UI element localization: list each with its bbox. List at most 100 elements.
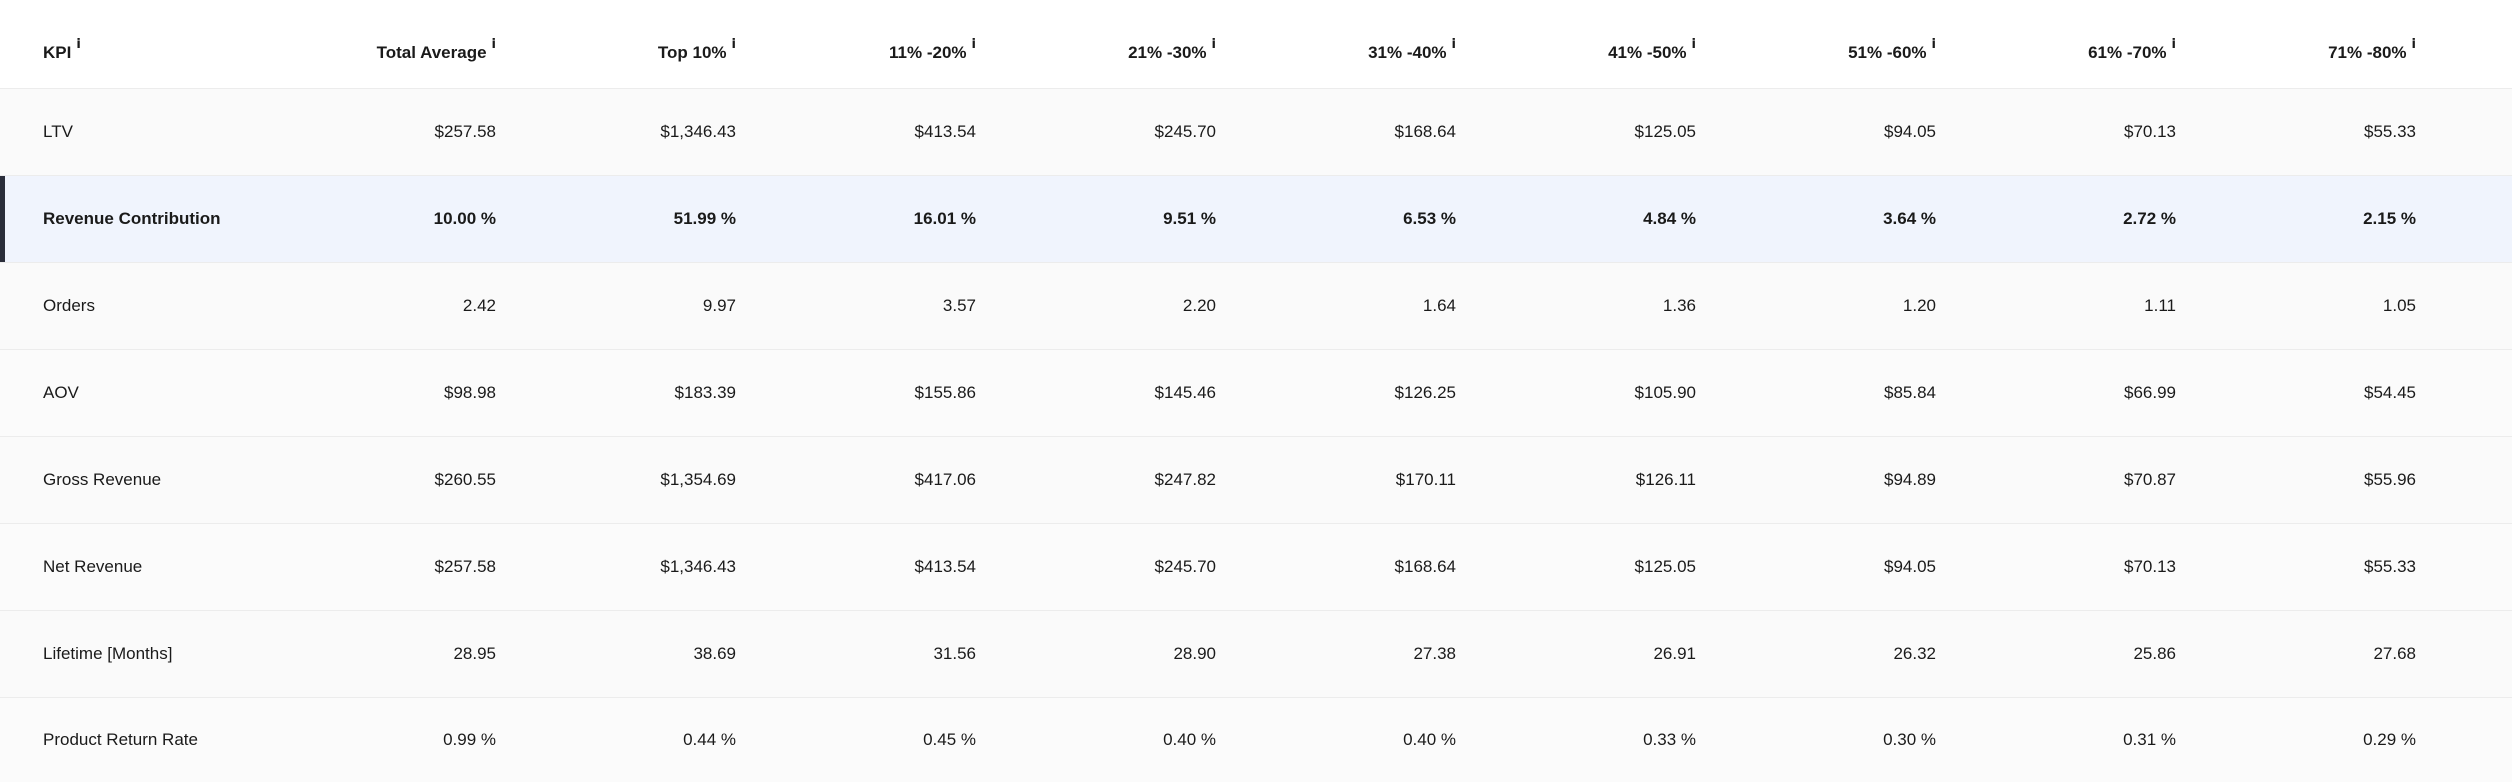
table-cell: 1.36: [1662, 296, 1696, 315]
header-11-20[interactable]: 11% -20% i: [776, 25, 976, 63]
table-cell: $245.70: [1154, 122, 1216, 141]
row-label: Orders: [43, 296, 95, 315]
table-cell: $125.05: [1634, 122, 1696, 141]
header-label: 31% -40%: [1368, 43, 1447, 62]
header-41-50[interactable]: 41% -50% i: [1496, 25, 1696, 63]
info-icon[interactable]: i: [2411, 37, 2416, 52]
header-21-30[interactable]: 21% -30% i: [1016, 25, 1216, 63]
table-cell: $70.13: [2124, 557, 2176, 576]
table-cell: 2.42: [462, 296, 496, 315]
table-cell: 27.68: [2373, 644, 2416, 663]
header-31-40[interactable]: 31% -40% i: [1256, 25, 1456, 63]
header-label: 61% -70%: [2088, 43, 2167, 62]
header-label: Total Average: [376, 43, 487, 62]
table-cell: 0.45 %: [923, 730, 976, 749]
selected-row-indicator: [0, 176, 5, 262]
table-row-revenue-contribution[interactable]: Revenue Contribution 10.00 % 51.99 % 16.…: [0, 176, 2512, 263]
table-cell: $94.05: [1884, 557, 1936, 576]
header-51-60[interactable]: 51% -60% i: [1736, 25, 1936, 63]
row-label: LTV: [43, 122, 73, 141]
info-icon[interactable]: i: [1451, 37, 1456, 52]
header-label: 71% -80%: [2328, 43, 2407, 62]
table-cell: 1.64: [1422, 296, 1456, 315]
header-label: 51% -60%: [1848, 43, 1927, 62]
table-cell: 1.05: [2382, 296, 2416, 315]
row-label: Lifetime [Months]: [43, 644, 173, 663]
header-71-80[interactable]: 71% -80% i: [2216, 25, 2416, 63]
table-cell: 0.29 %: [2363, 730, 2416, 749]
row-label: Revenue Contribution: [43, 209, 221, 228]
table-cell: $85.84: [1884, 383, 1936, 402]
table-header-row: KPI i Total Average i Top 10% i 11% -20% i 2…: [0, 0, 2512, 89]
table-cell: 4.84 %: [1643, 209, 1696, 228]
table-row-product-return-rate[interactable]: Product Return Rate 0.99 % 0.44 % 0.45 %…: [0, 698, 2512, 782]
table-cell: 2.72 %: [2123, 209, 2176, 228]
info-icon[interactable]: i: [491, 37, 496, 52]
table-cell: $55.33: [2364, 557, 2416, 576]
table-cell: 0.99 %: [443, 730, 496, 749]
header-label: 11% -20%: [889, 43, 967, 62]
table-cell: 25.86: [2133, 644, 2176, 663]
table-cell: 16.01 %: [913, 209, 976, 228]
table-cell: $168.64: [1394, 122, 1456, 141]
table-cell: $257.58: [434, 557, 496, 576]
table-row-gross-revenue[interactable]: Gross Revenue $260.55 $1,354.69 $417.06 …: [0, 437, 2512, 524]
table-cell: $70.13: [2124, 122, 2176, 141]
table-cell: $125.05: [1634, 557, 1696, 576]
header-total-average[interactable]: Total Average i: [296, 25, 496, 63]
header-top-10[interactable]: Top 10% i: [536, 25, 736, 63]
header-label: 21% -30%: [1128, 43, 1207, 62]
table-cell: $70.87: [2124, 470, 2176, 489]
table-cell: $413.54: [914, 557, 976, 576]
table-cell: $54.45: [2364, 383, 2416, 402]
table-cell: 31.56: [933, 644, 976, 663]
table-cell: 0.40 %: [1163, 730, 1216, 749]
header-label: 41% -50%: [1608, 43, 1687, 62]
table-cell: $155.86: [914, 383, 976, 402]
table-cell: 2.15 %: [2363, 209, 2416, 228]
row-label: AOV: [43, 383, 79, 402]
table-cell: 1.20: [1902, 296, 1936, 315]
table-cell: $105.90: [1634, 383, 1696, 402]
table-cell: $247.82: [1154, 470, 1216, 489]
table-cell: 26.32: [1893, 644, 1936, 663]
table-cell: 6.53 %: [1403, 209, 1456, 228]
table-cell: 10.00 %: [433, 209, 496, 228]
table-cell: 9.97: [702, 296, 736, 315]
row-label: Gross Revenue: [43, 470, 162, 489]
table-cell: $126.11: [1635, 470, 1696, 489]
table-cell: $126.25: [1394, 383, 1456, 402]
table-cell: $183.39: [674, 383, 736, 402]
table-cell: 26.91: [1653, 644, 1696, 663]
table-cell: 1.11: [2144, 296, 2176, 315]
table-cell: 28.90: [1173, 644, 1216, 663]
table-cell: 27.38: [1413, 644, 1456, 663]
table-row-ltv[interactable]: LTV $257.58 $1,346.43 $413.54 $245.70 $1…: [0, 89, 2512, 176]
table-row-aov[interactable]: AOV $98.98 $183.39 $155.86 $145.46 $126.…: [0, 350, 2512, 437]
info-icon[interactable]: i: [1691, 37, 1696, 52]
table-cell: 38.69: [693, 644, 736, 663]
table-cell: 9.51 %: [1163, 209, 1216, 228]
info-icon[interactable]: i: [731, 37, 736, 52]
header-label: KPI: [43, 43, 72, 62]
header-kpi[interactable]: KPI i: [43, 25, 81, 63]
table-row-lifetime-months[interactable]: Lifetime [Months] 28.95 38.69 31.56 28.9…: [0, 611, 2512, 698]
header-61-70[interactable]: 61% -70% i: [1976, 25, 2176, 63]
table-row-net-revenue[interactable]: Net Revenue $257.58 $1,346.43 $413.54 $2…: [0, 524, 2512, 611]
table-cell: $257.58: [434, 122, 496, 141]
table-cell: 0.33 %: [1643, 730, 1696, 749]
table-cell: $1,354.69: [660, 470, 736, 489]
info-icon[interactable]: i: [2171, 37, 2176, 52]
table-row-orders[interactable]: Orders 2.42 9.97 3.57 2.20 1.64 1.36 1.2…: [0, 263, 2512, 350]
table-cell: 0.40 %: [1403, 730, 1456, 749]
info-icon[interactable]: i: [1211, 37, 1216, 52]
table-cell: $66.99: [2124, 383, 2176, 402]
info-icon[interactable]: i: [1931, 37, 1936, 52]
table-cell: 51.99 %: [673, 209, 736, 228]
table-cell: $170.11: [1395, 470, 1456, 489]
info-icon[interactable]: i: [971, 37, 976, 52]
info-icon[interactable]: i: [76, 37, 81, 52]
header-label: Top 10%: [657, 43, 727, 62]
table-cell: $1,346.43: [660, 122, 736, 141]
